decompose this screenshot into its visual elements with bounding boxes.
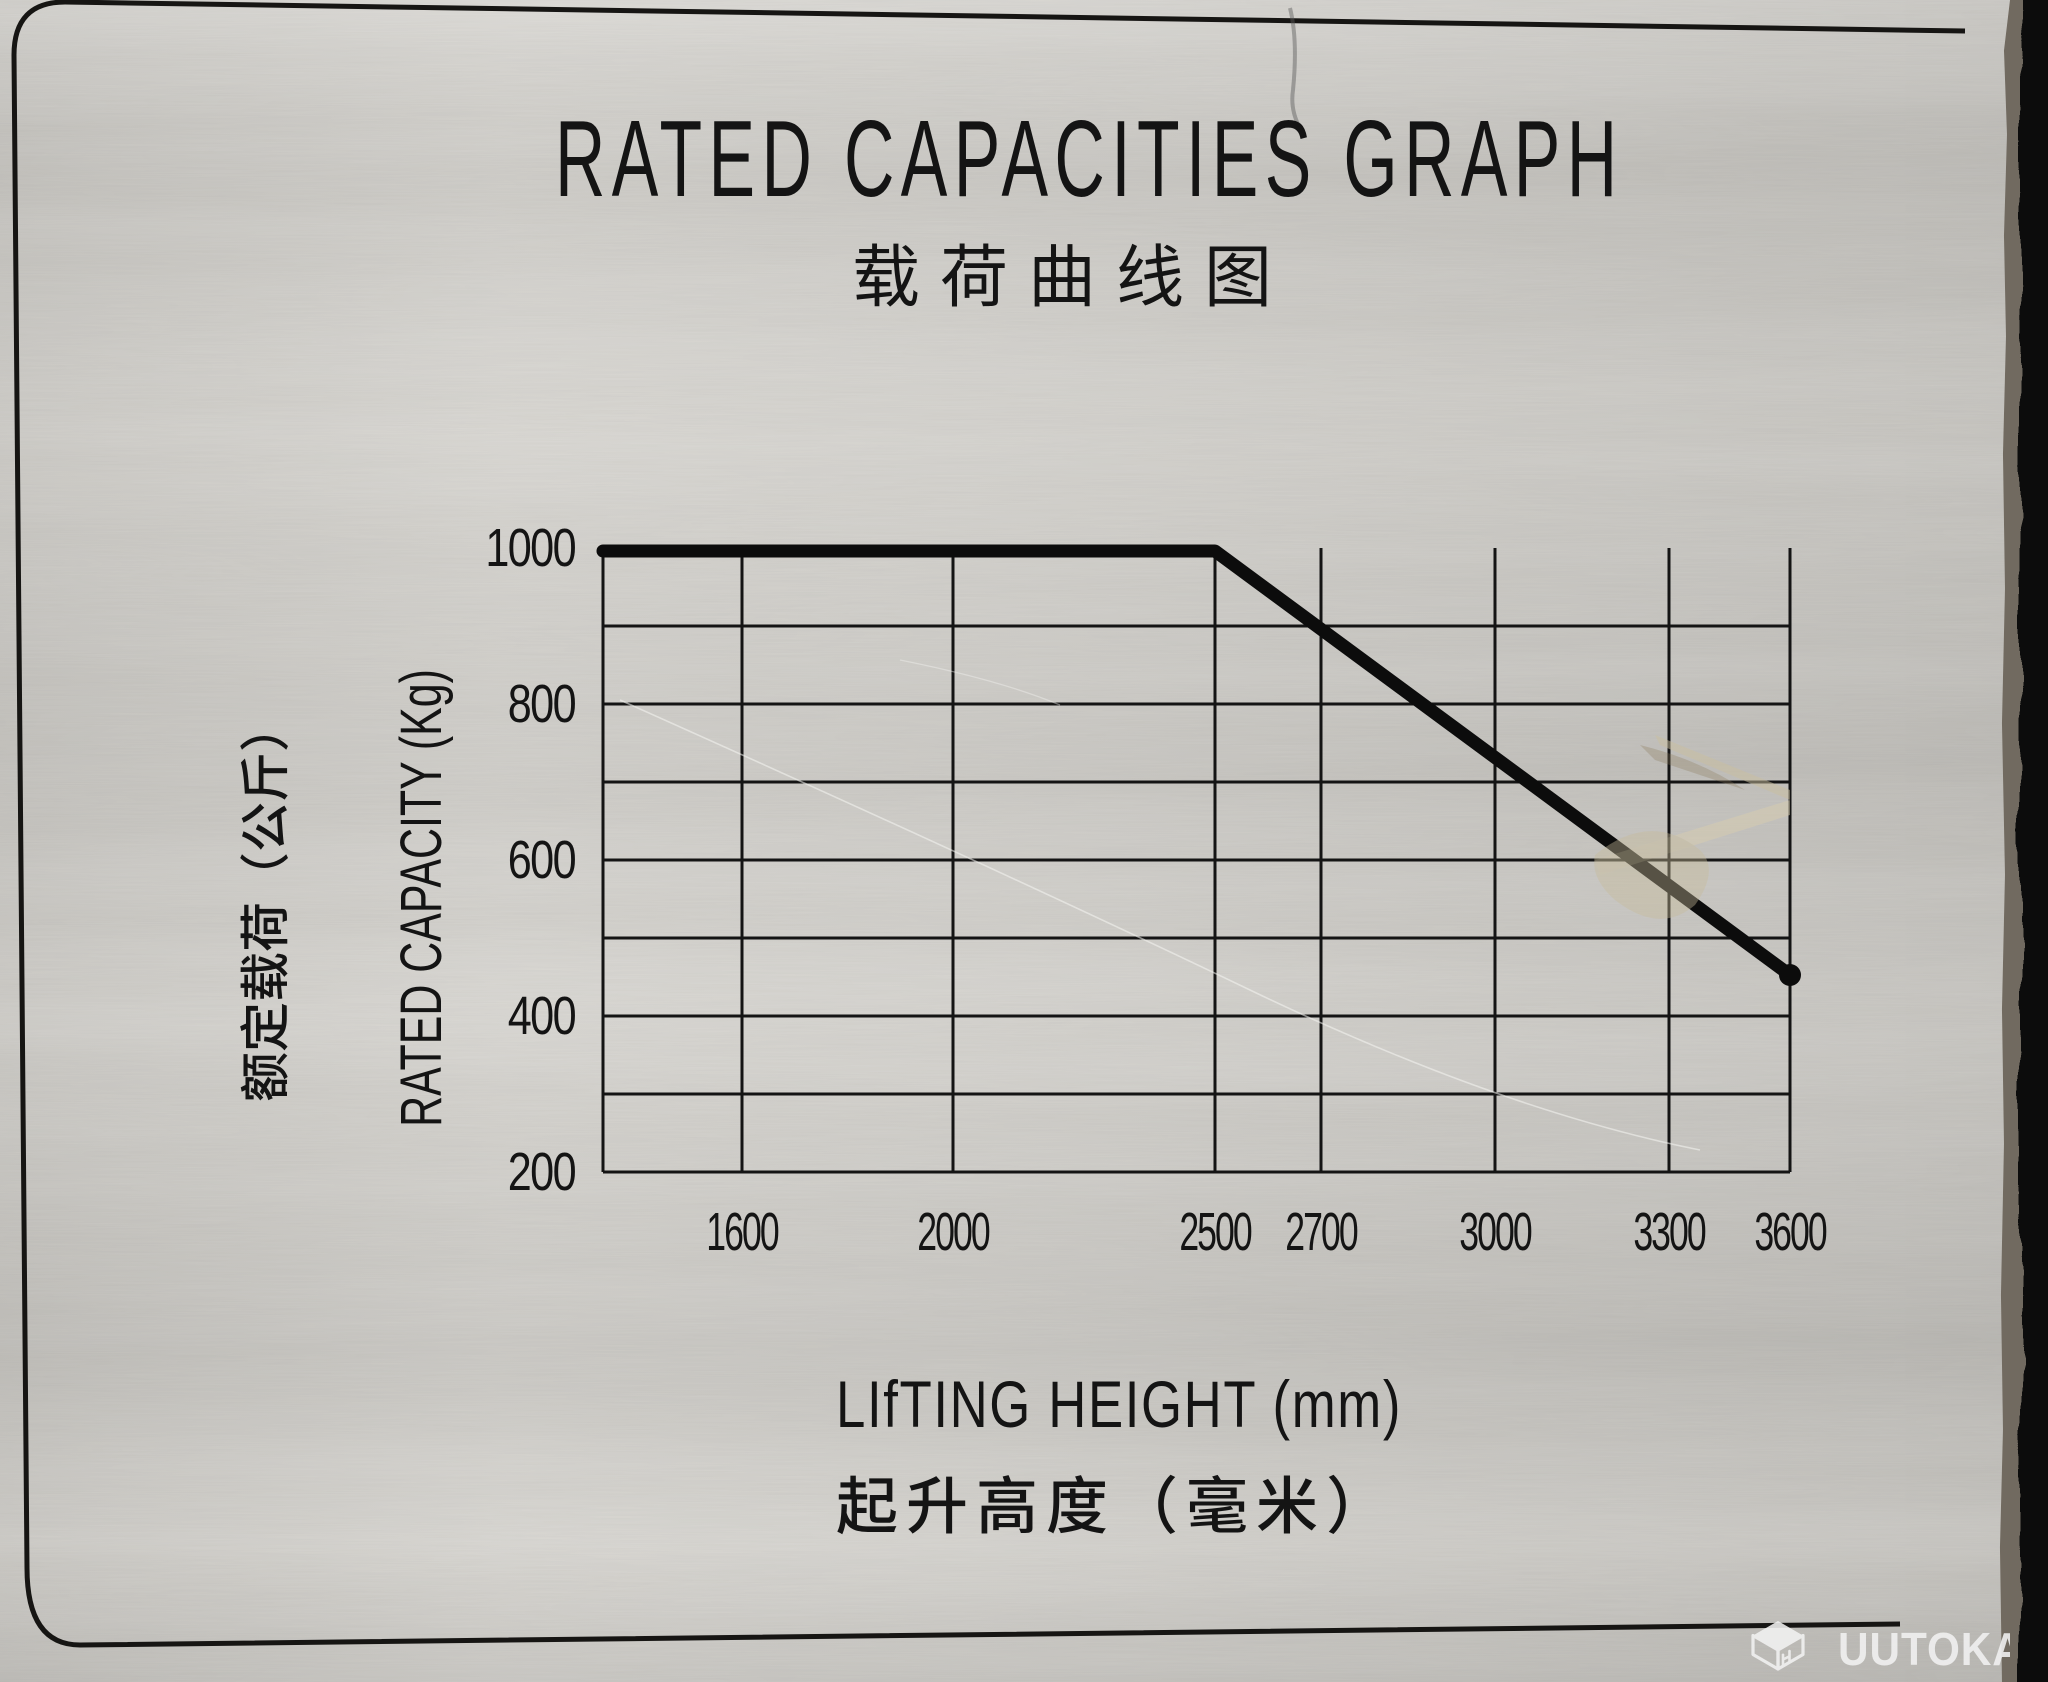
svg-text:2000: 2000 — [917, 1202, 989, 1262]
svg-text:1000: 1000 — [485, 519, 575, 579]
svg-text:400: 400 — [508, 987, 576, 1047]
svg-text:1600: 1600 — [706, 1202, 778, 1262]
svg-text:800: 800 — [508, 675, 576, 735]
svg-text:200: 200 — [508, 1143, 576, 1203]
svg-text:3300: 3300 — [1633, 1202, 1705, 1262]
svg-text:2500: 2500 — [1179, 1202, 1251, 1262]
svg-text:LIfTING HEIGHT (mm): LIfTING HEIGHT (mm) — [836, 1367, 1402, 1441]
svg-text:3600: 3600 — [1754, 1202, 1826, 1262]
svg-text:UUTOKAUPAT.COM: UUTOKAUPAT.COM — [1838, 1624, 2010, 1675]
svg-text:RATED CAPACITY (Kg): RATED CAPACITY (Kg) — [389, 669, 454, 1127]
svg-text:2700: 2700 — [1285, 1202, 1357, 1262]
svg-text:起升高度（毫米）: 起升高度（毫米） — [836, 1456, 1396, 1546]
svg-text:额定载荷（公斤）: 额定载荷（公斤） — [226, 702, 298, 1102]
svg-text:3000: 3000 — [1459, 1202, 1531, 1262]
svg-text:600: 600 — [508, 831, 576, 891]
